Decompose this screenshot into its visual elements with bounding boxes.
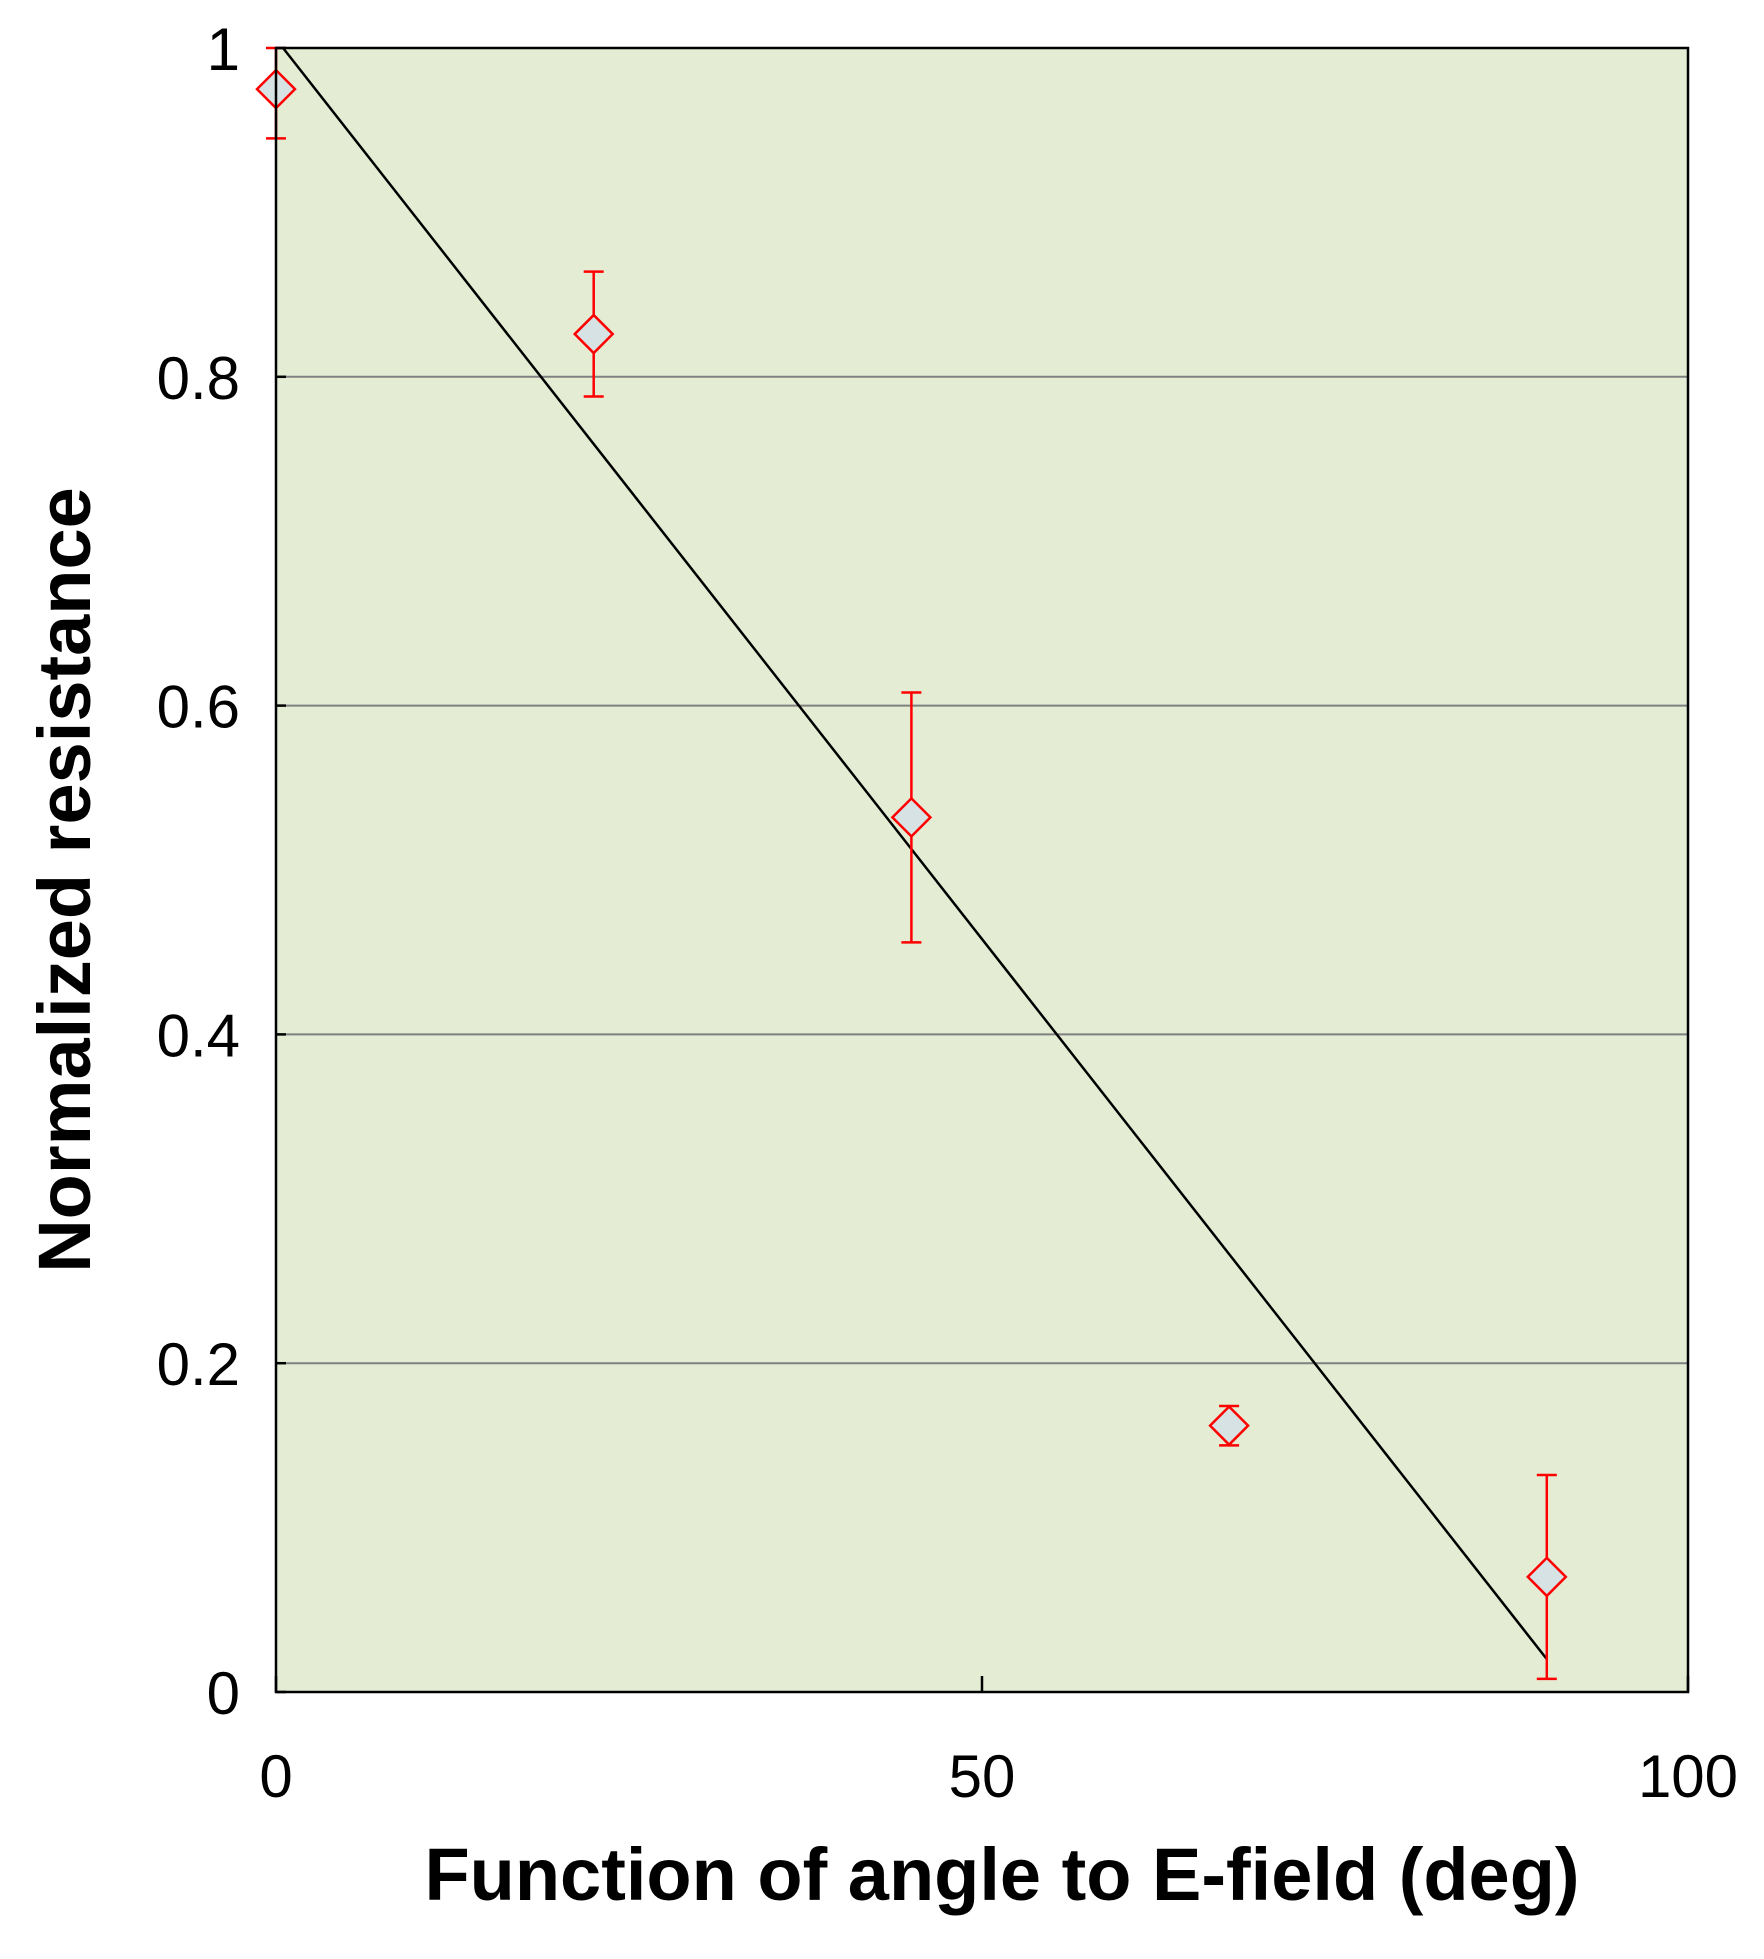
- plot-area: [276, 48, 1688, 1692]
- data-point: [1526, 1556, 1568, 1598]
- data-point: [1208, 1404, 1250, 1447]
- y-tick-label: 0: [207, 1660, 240, 1727]
- y-tick-label: 0.8: [157, 345, 240, 412]
- fit-line-group: [282, 47, 1548, 1660]
- grid-lines: [276, 375, 1688, 1365]
- y-axis-title: Normalized resistance: [23, 487, 106, 1273]
- y-tick-label: 0.6: [157, 674, 240, 741]
- data-point: [572, 313, 615, 355]
- tick-marks: [274, 46, 1690, 1694]
- data-point: [890, 796, 933, 839]
- y-tick-labels: 0 0.2 0.4 0.6 0.8 1: [157, 16, 240, 1727]
- y-tick-label: 0.2: [157, 1331, 240, 1398]
- x-tick-labels: 0 50 100: [259, 1743, 1738, 1810]
- x-axis-title: Function of angle to E-field (deg): [424, 1833, 1579, 1916]
- fit-line: [282, 47, 1548, 1660]
- y-tick-label: 1: [207, 16, 240, 83]
- y-tick-label: 0.4: [157, 1002, 240, 1069]
- x-tick-label: 100: [1638, 1743, 1738, 1810]
- x-tick-label: 0: [259, 1743, 292, 1810]
- x-tick-label: 50: [949, 1743, 1016, 1810]
